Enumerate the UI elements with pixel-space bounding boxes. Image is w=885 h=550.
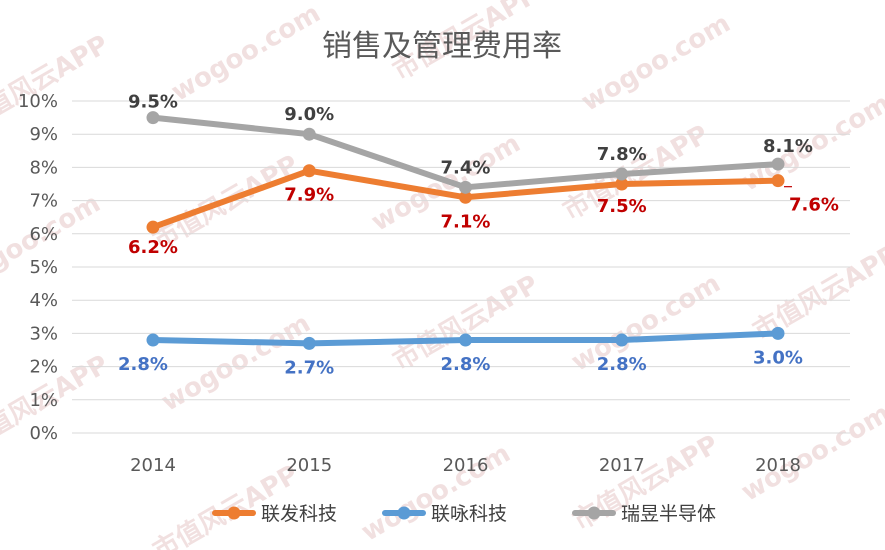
data-point [615, 177, 629, 191]
data-label: 9.5% [128, 92, 178, 113]
x-tick-label: 2016 [443, 455, 489, 476]
y-tick-label: 8% [29, 157, 58, 178]
x-tick-label: 2015 [286, 455, 332, 476]
watermark-text: 市值风云APP [0, 29, 114, 137]
data-label: 7.8% [597, 144, 647, 165]
data-label: 7.4% [441, 157, 491, 178]
data-point [146, 111, 160, 125]
y-tick-label: 6% [29, 224, 58, 245]
legend-marker [227, 506, 241, 520]
data-label: 7.1% [441, 211, 491, 232]
data-point [302, 164, 316, 178]
data-label: 2.8% [597, 354, 647, 375]
y-axis-ticks: 0% 1% 2% 3% 4% 5% 6% 7% 8% 9% 10% [18, 91, 58, 444]
data-point [459, 190, 472, 204]
legend-label: 联咏科技 [431, 503, 507, 525]
series-layer [146, 111, 785, 350]
y-tick-label: 10% [18, 91, 58, 112]
data-label: 3.0% [753, 347, 803, 368]
legend: 联发科技 联咏科技 瑞昱半导体 [212, 503, 716, 525]
watermark-text: wogoo.com [356, 438, 515, 547]
data-label: 7.6% [789, 195, 839, 216]
data-point [459, 180, 472, 194]
data-point [459, 333, 472, 347]
data-label: 7.5% [597, 196, 647, 217]
data-point [615, 333, 629, 347]
data-label: 2.7% [284, 357, 334, 378]
x-tick-label: 2017 [599, 455, 645, 476]
y-tick-label: 1% [29, 390, 58, 411]
chart-title: 销售及管理费用率 [322, 29, 562, 64]
data-label: 9.0% [284, 104, 334, 125]
data-label: 6.2% [128, 237, 178, 258]
watermark-text: wogoo.com [166, 0, 325, 108]
legend-marker [397, 506, 411, 520]
y-tick-label: 3% [29, 323, 58, 344]
legend-marker [587, 506, 601, 520]
legend-label: 瑞昱半导体 [621, 503, 716, 525]
x-axis-ticks: 2014 2015 2016 2017 2018 [130, 455, 801, 476]
y-tick-label: 2% [29, 357, 58, 378]
data-labels: 6.2% 7.9% 7.1% 7.5% 7.6% 2.8% 2.7% 2.8% 2.8% 3.0%… [118, 92, 839, 379]
data-point [302, 127, 316, 141]
y-tick-label: 5% [29, 257, 58, 278]
data-point [615, 167, 629, 181]
data-point [771, 326, 785, 340]
x-tick-label: 2018 [755, 455, 801, 476]
data-point [302, 336, 316, 350]
data-point [146, 220, 160, 234]
data-label: 2.8% [118, 354, 168, 375]
watermark-text: wogoo.com [736, 398, 885, 507]
y-tick-label: 4% [29, 290, 58, 311]
x-tick-label: 2014 [130, 455, 176, 476]
data-point [771, 174, 785, 188]
data-point [771, 157, 785, 171]
y-tick-label: 9% [29, 124, 58, 145]
data-label: 7.9% [284, 185, 334, 206]
data-label: 2.8% [441, 354, 491, 375]
data-label: 8.1% [763, 136, 813, 157]
data-point [146, 333, 160, 347]
y-tick-label: 7% [29, 191, 58, 212]
watermark-text: 市值风云APP [748, 239, 885, 347]
legend-label: 联发科技 [261, 503, 337, 525]
y-tick-label: 0% [29, 423, 58, 444]
gridlines [72, 100, 850, 434]
